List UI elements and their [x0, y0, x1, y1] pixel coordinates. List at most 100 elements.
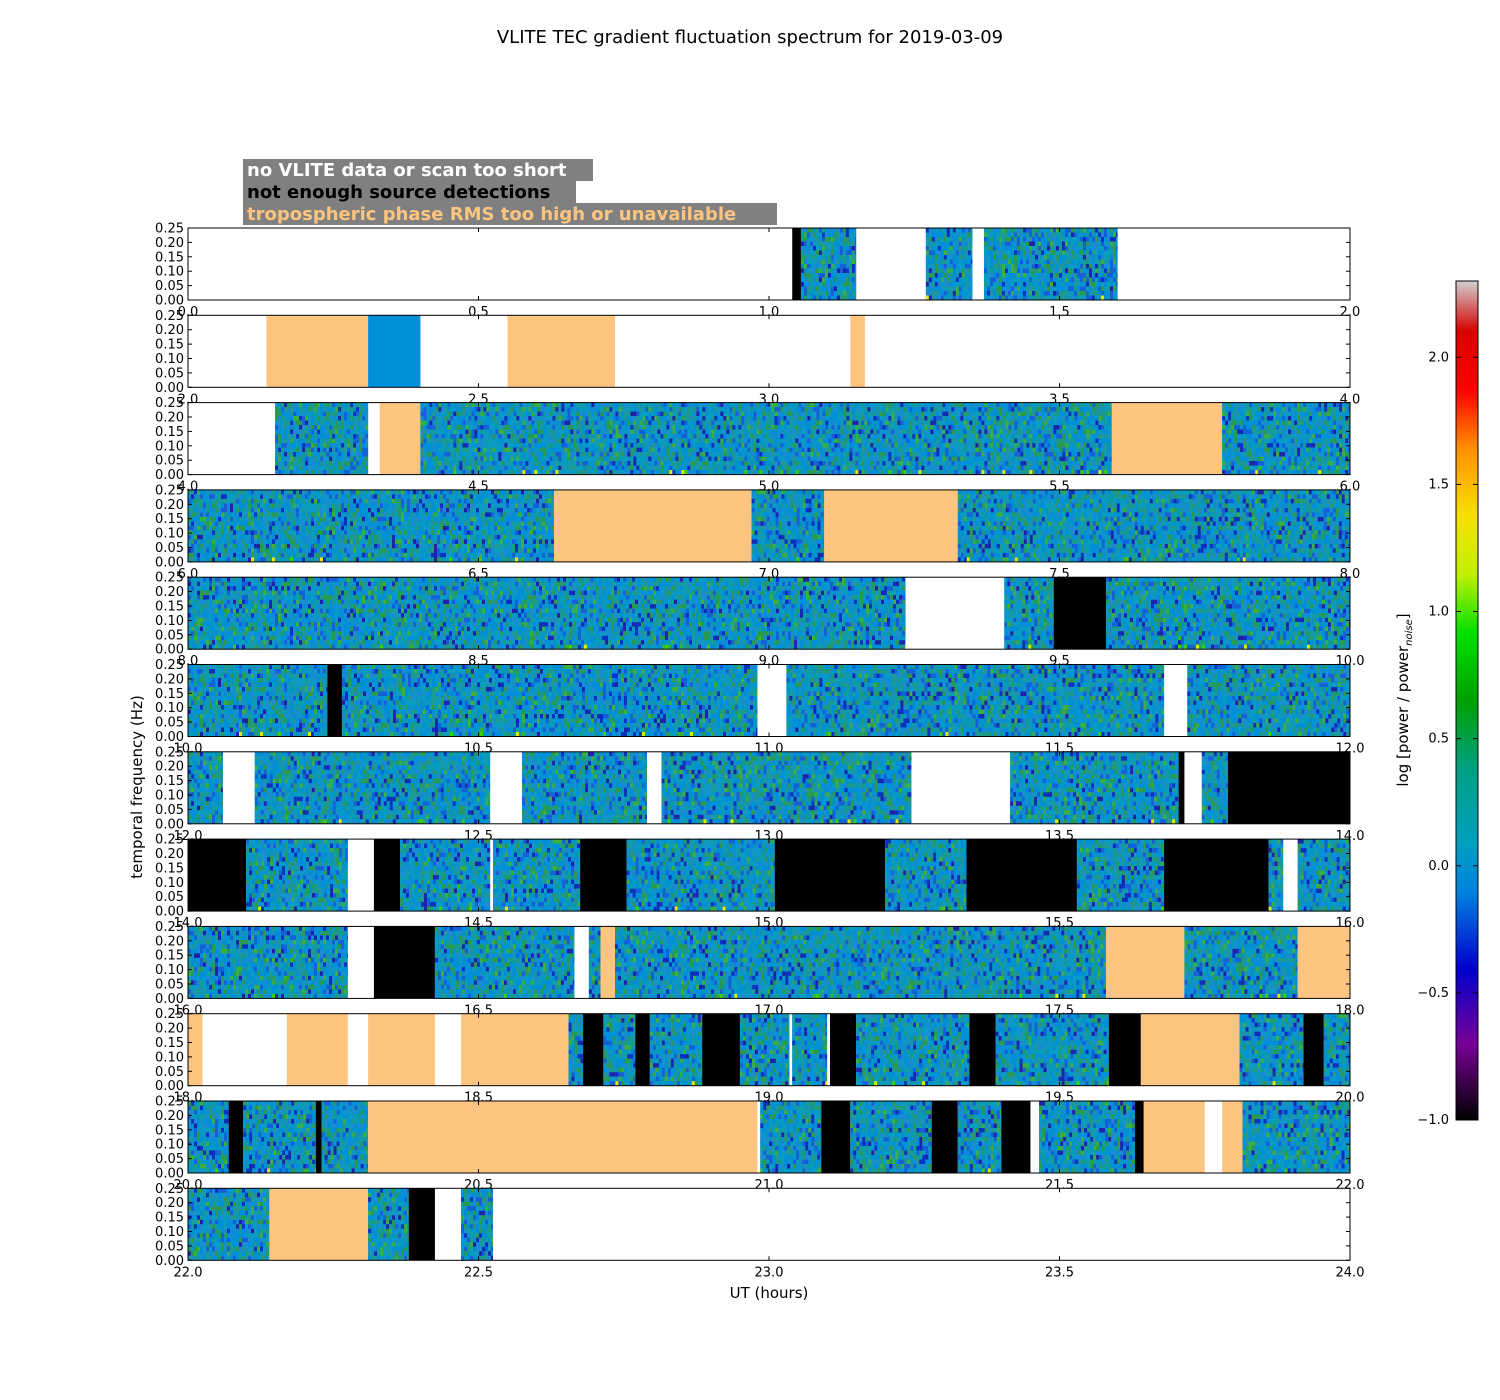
spectrum-cell	[1074, 233, 1077, 238]
spectrum-cell	[1023, 264, 1026, 269]
spectrum-cell	[959, 273, 962, 278]
spectrum-cell	[993, 255, 996, 260]
spectrum-cell	[843, 228, 846, 233]
spectrum-cell	[1068, 296, 1071, 301]
spectrum-cell	[993, 251, 996, 256]
spectrum-cell	[828, 264, 831, 269]
spectrum-cell	[1020, 291, 1023, 296]
spectrum-cell	[1074, 264, 1077, 269]
spectrum-cell	[1023, 273, 1026, 278]
spectrum-cell	[1095, 233, 1098, 238]
spectrum-cell	[1032, 251, 1035, 256]
spectrum-cell	[990, 251, 993, 256]
spectrum-cell	[816, 251, 819, 256]
spectrum-cell	[801, 237, 804, 242]
spectrum-cell	[968, 233, 971, 238]
spectrum-cell	[1029, 246, 1032, 251]
spectrum-cell	[1092, 233, 1095, 238]
spectrum-cell	[1083, 273, 1086, 278]
spectrum-cell	[807, 269, 810, 274]
spectrum-cell	[971, 287, 972, 292]
spectrum-cell	[929, 296, 932, 301]
spectrum-cell	[926, 237, 929, 242]
spectrum-cell	[1005, 246, 1008, 251]
spectrum-cell	[843, 269, 846, 274]
spectrum-cell	[1041, 282, 1044, 287]
spectrum-cell	[1017, 282, 1020, 287]
spectrum-cell	[855, 242, 856, 247]
spectrum-cell	[855, 264, 856, 269]
spectrum-cell	[1002, 264, 1005, 269]
spectrum-cell	[1080, 242, 1083, 247]
spectrum-cell	[831, 251, 834, 256]
spectrum-cell	[1104, 273, 1107, 278]
spectrum-cell	[932, 260, 935, 265]
spectrum-cell	[968, 242, 971, 247]
spectrum-cell	[1002, 228, 1005, 233]
spectrum-cell	[834, 237, 837, 242]
spectrum-cell	[1017, 255, 1020, 260]
spectrum-cell	[956, 255, 959, 260]
spectrum-cell	[962, 237, 965, 242]
spectrum-cell	[1080, 296, 1083, 301]
spectrum-cell	[807, 287, 810, 292]
spectrum-cell	[947, 291, 950, 296]
spectrum-cell	[813, 242, 816, 247]
spectrum-cell	[953, 273, 956, 278]
spectrum-cell	[1098, 228, 1101, 233]
spectrum-cell	[1056, 260, 1059, 265]
spectrum-cell	[804, 260, 807, 265]
spectrum-cell	[1083, 237, 1086, 242]
spectrum-cell	[1050, 242, 1053, 247]
spectrum-cell	[1032, 282, 1035, 287]
spectrum-cell	[1098, 282, 1101, 287]
spectrum-cell	[1092, 242, 1095, 247]
spectrum-cell	[846, 251, 849, 256]
spectrum-cell	[852, 278, 855, 283]
spectrum-cell	[1101, 242, 1104, 247]
spectrum-cell	[1068, 269, 1071, 274]
spectrum-cell	[1077, 287, 1080, 292]
spectrum-cell	[816, 264, 819, 269]
spectrum-cell	[932, 296, 935, 301]
spectrum-cell	[801, 273, 804, 278]
spectrum-cell	[1086, 291, 1089, 296]
spectrum-cell	[984, 282, 987, 287]
spectrum-cell	[849, 260, 852, 265]
spectrum-cell	[959, 291, 962, 296]
spectrum-cell	[1098, 264, 1101, 269]
spectrum-cell	[1077, 228, 1080, 233]
spectrum-cell	[1023, 228, 1026, 233]
spectrum-cell	[801, 228, 804, 233]
spectrum-cell	[1080, 264, 1083, 269]
spectrum-cell	[1029, 282, 1032, 287]
spectrum-cell	[1050, 269, 1053, 274]
spectrum-cell	[1011, 273, 1014, 278]
spectrum-cell	[1098, 269, 1101, 274]
spectrum-cell	[1023, 260, 1026, 265]
spectrum-cell	[1062, 246, 1065, 251]
spectrum-cell	[968, 269, 971, 274]
spectrum-cell	[1029, 242, 1032, 247]
spectrum-cell	[941, 260, 944, 265]
spectrum-cell	[1056, 237, 1059, 242]
spectrum-cell	[843, 278, 846, 283]
spectrum-cell	[1023, 296, 1026, 301]
spectrum-cell	[1071, 296, 1074, 301]
spectrum-cell	[846, 246, 849, 251]
spectrum-cell	[1062, 233, 1065, 238]
spectrum-cell	[1071, 228, 1074, 233]
spectrum-cell	[1017, 237, 1020, 242]
spectrum-cell	[1047, 282, 1050, 287]
spectrum-cell	[1005, 255, 1008, 260]
spectrum-cell	[965, 287, 968, 292]
spectrum-cell	[810, 269, 813, 274]
spectrum-cell	[1074, 282, 1077, 287]
spectrum-cell	[932, 269, 935, 274]
spectrum-cell	[1089, 287, 1092, 292]
spectrum-cell	[1026, 260, 1029, 265]
spectrum-cell	[1005, 287, 1008, 292]
spectrum-cell	[1014, 242, 1017, 247]
spectrum-cell	[1086, 246, 1089, 251]
spectrum-cell	[804, 296, 807, 301]
